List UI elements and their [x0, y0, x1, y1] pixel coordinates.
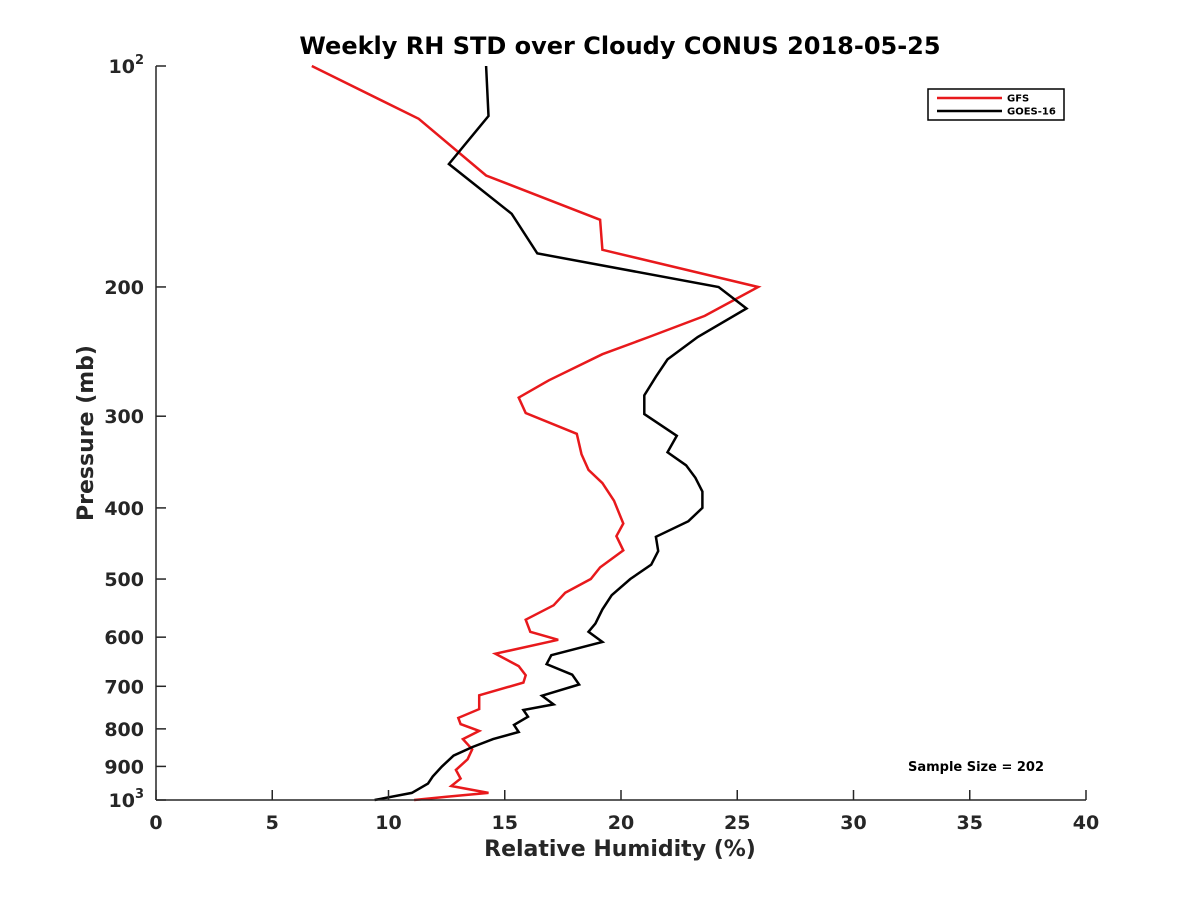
- y-tick-label: 200: [104, 277, 144, 299]
- series-line-gfs: [311, 64, 762, 802]
- series-line-goes16: [374, 65, 749, 802]
- legend-label-gfs: GFS: [1007, 94, 1029, 105]
- y-tick-label: 103: [109, 787, 145, 812]
- x-axis-label: Relative Humidity (%): [484, 837, 756, 862]
- x-tick-label: 30: [840, 812, 866, 834]
- legend-label-goes16: GOES-16: [1007, 107, 1056, 118]
- y-tick-label: 700: [104, 676, 144, 698]
- sample-size-annotation: Sample Size = 202: [908, 760, 1044, 775]
- x-tick-label: 35: [957, 812, 983, 834]
- y-tick-label: 300: [104, 406, 144, 428]
- x-tick-label: 40: [1073, 812, 1099, 834]
- x-tick-label: 20: [608, 812, 634, 834]
- y-axis-label: Pressure (mb): [74, 345, 99, 521]
- y-tick-label: 600: [104, 627, 144, 649]
- y-tick-label: 900: [104, 756, 144, 778]
- x-tick-label: 10: [375, 812, 401, 834]
- y-tick-label: 400: [104, 498, 144, 520]
- plot-area: 0 5 10 15 20 25 30 35 40 102 200 300 400 500 600 700 800…: [104, 53, 1099, 834]
- y-tick-label: 800: [104, 719, 144, 741]
- legend-box: [927, 88, 1065, 121]
- x-tick-label: 15: [492, 812, 518, 834]
- x-tick-label: 25: [724, 812, 750, 834]
- chart-title: Weekly RH STD over Cloudy CONUS 2018-05-…: [299, 32, 940, 60]
- x-tick-label: 0: [149, 812, 162, 834]
- x-tick-label: 5: [266, 812, 279, 834]
- legend: GFS GOES-16: [927, 88, 1065, 121]
- y-tick-label: 102: [109, 53, 145, 78]
- y-tick-label: 500: [104, 569, 144, 591]
